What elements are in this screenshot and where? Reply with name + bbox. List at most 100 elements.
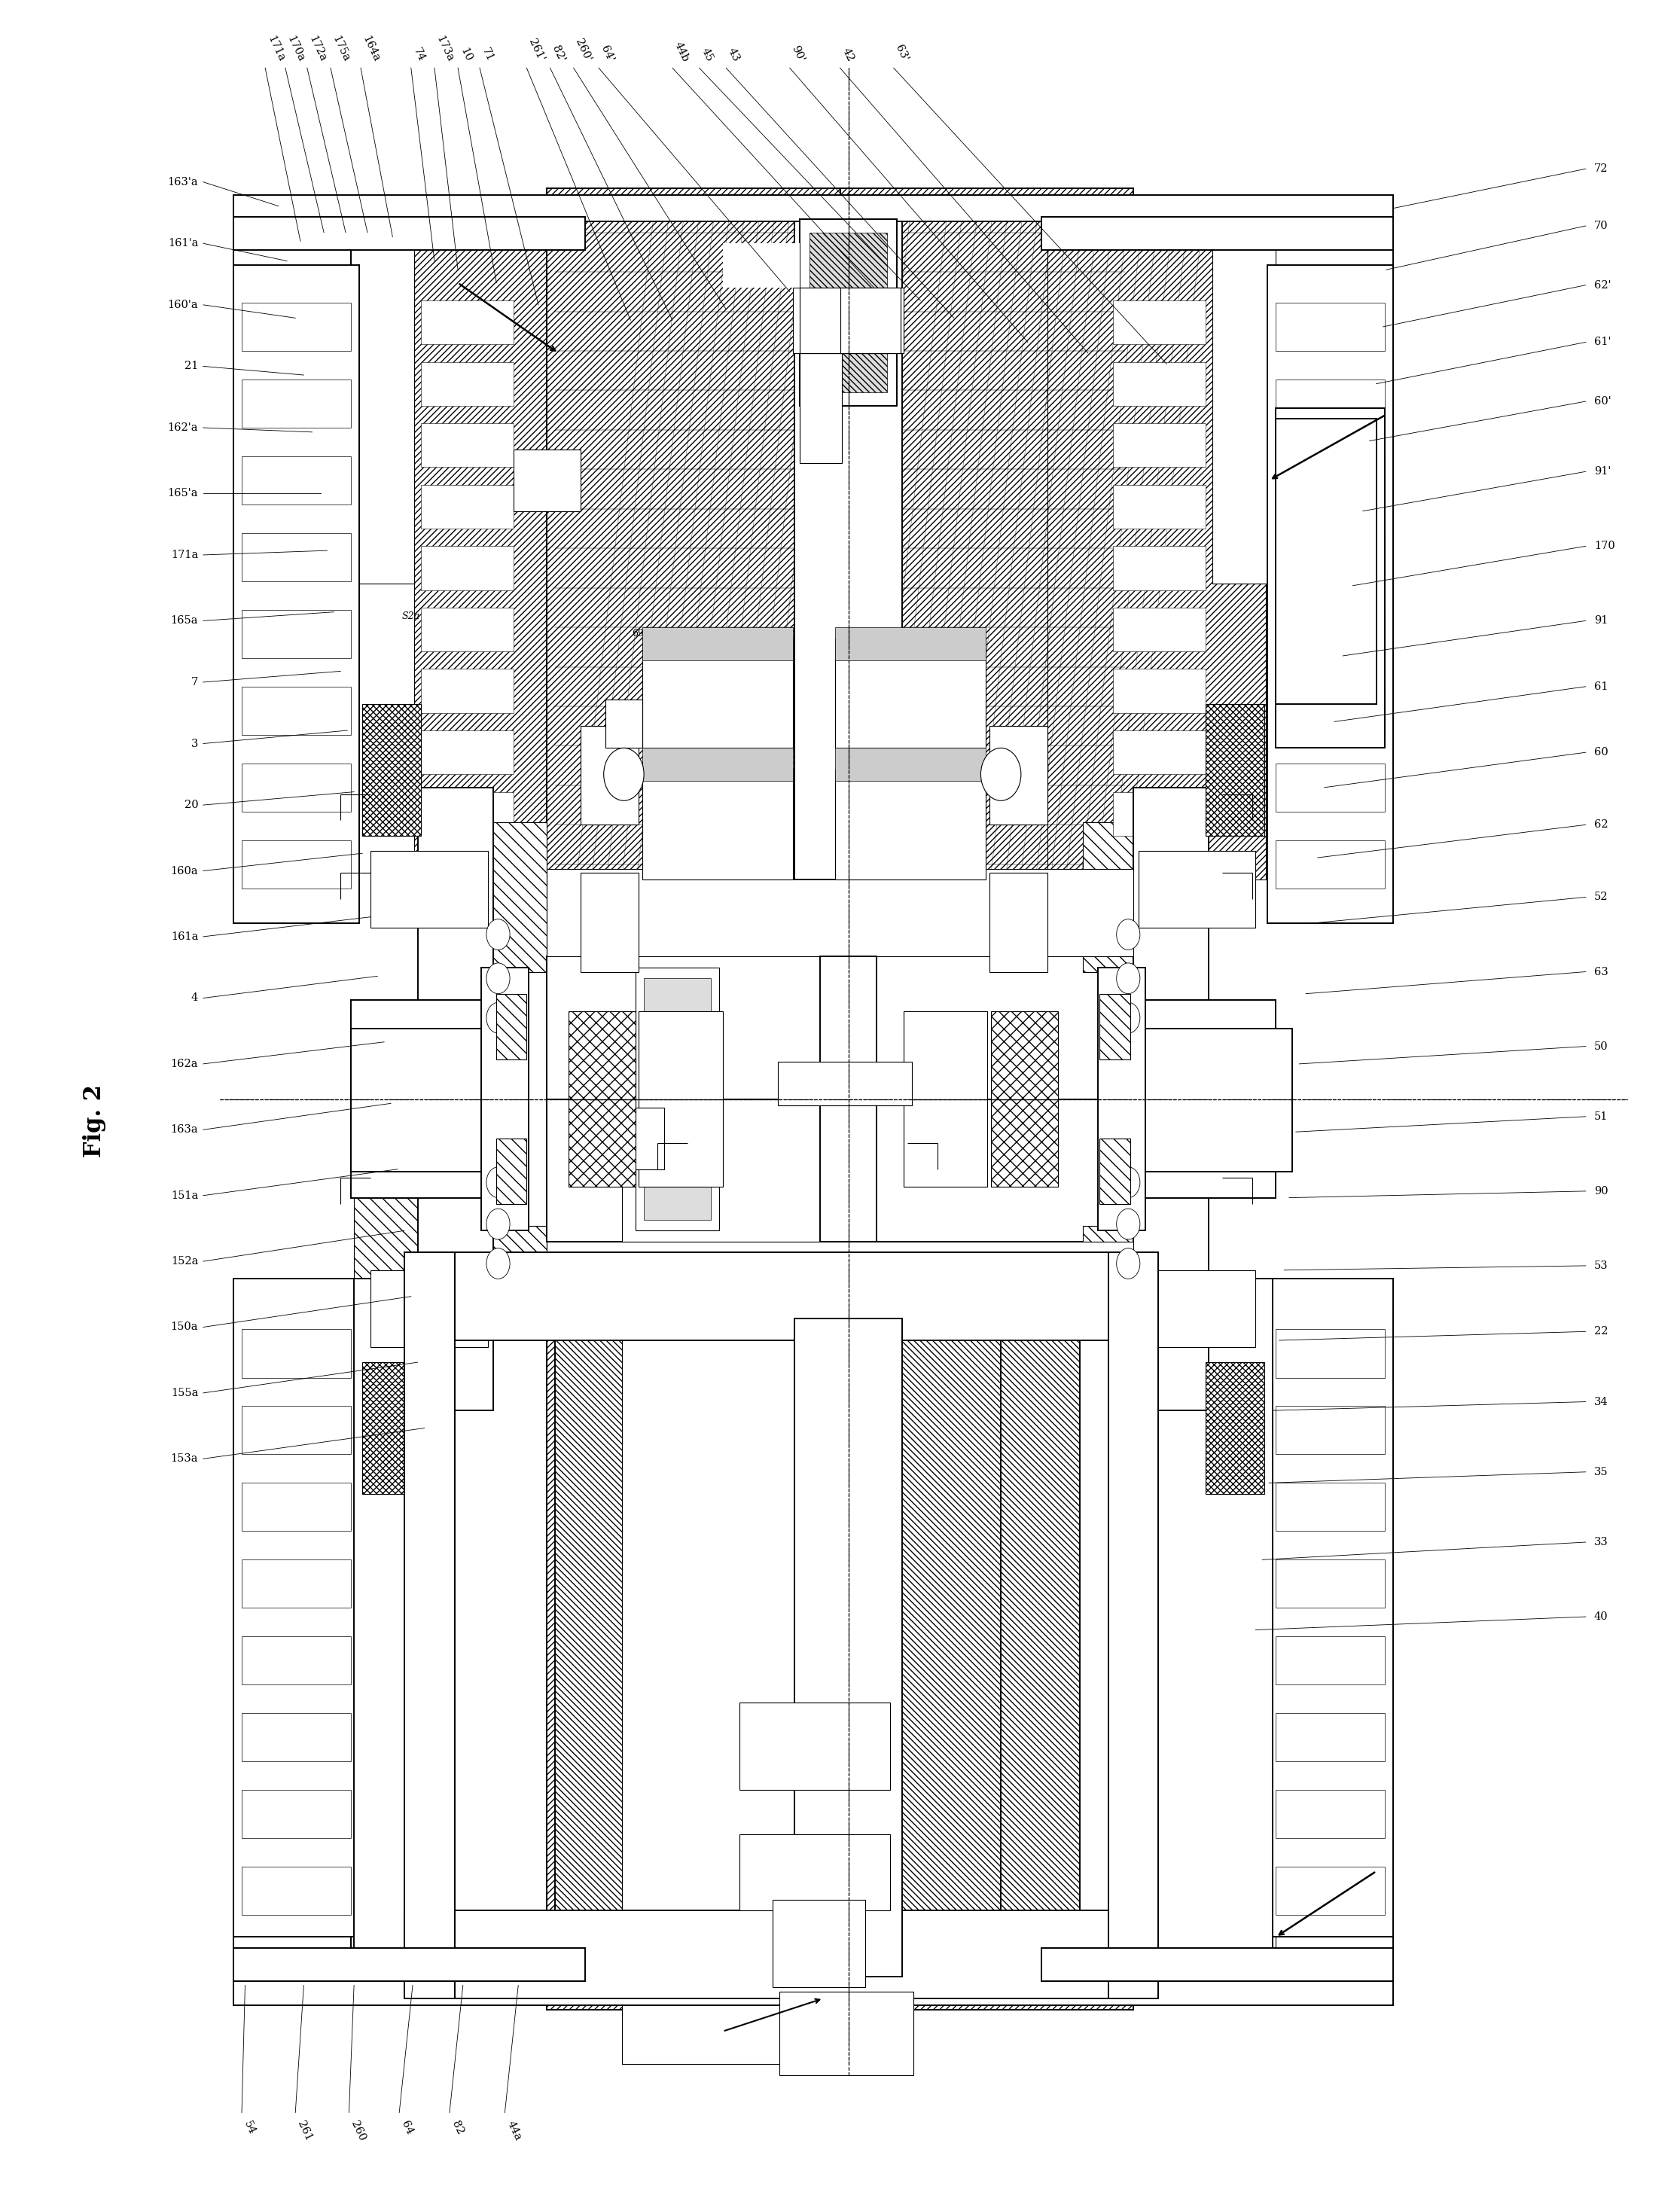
Bar: [1114, 730, 1205, 774]
Bar: [422, 1627, 512, 1670]
Bar: [234, 273, 351, 824]
Bar: [1114, 301, 1205, 345]
Bar: [1275, 409, 1384, 747]
Bar: [1114, 791, 1205, 835]
Text: 61': 61': [1594, 336, 1611, 347]
Text: 40: 40: [1594, 1611, 1608, 1622]
Text: 7: 7: [385, 802, 390, 811]
Bar: [354, 1136, 438, 1969]
Bar: [242, 840, 351, 888]
Text: 79: 79: [516, 479, 528, 490]
Bar: [242, 686, 351, 734]
Bar: [1080, 1279, 1272, 1980]
Bar: [1275, 1407, 1393, 1958]
Text: 7: 7: [1203, 802, 1208, 811]
Text: 83: 83: [714, 688, 726, 699]
Bar: [638, 1011, 722, 1099]
Text: 81: 81: [1233, 897, 1245, 906]
Text: 4: 4: [192, 993, 198, 1002]
Bar: [405, 1253, 455, 1998]
Bar: [773, 1899, 865, 1987]
Text: 82: 82: [450, 2119, 465, 2136]
Text: 161a: 161a: [171, 932, 198, 943]
Bar: [1001, 1154, 1149, 1998]
Text: 60: 60: [1594, 747, 1608, 758]
Bar: [1275, 380, 1384, 429]
Bar: [1114, 1503, 1205, 1547]
Text: 50: 50: [1594, 1042, 1608, 1051]
Text: 42: 42: [840, 46, 855, 64]
Circle shape: [487, 1248, 509, 1279]
Bar: [1114, 1442, 1205, 1486]
Text: $S_1$: $S_1$: [864, 314, 875, 325]
Bar: [835, 747, 986, 780]
Text: 260': 260': [573, 37, 593, 64]
Bar: [1205, 703, 1263, 835]
Bar: [422, 1503, 512, 1547]
Bar: [1267, 1279, 1393, 1936]
Bar: [605, 699, 642, 747]
Bar: [706, 1154, 853, 1998]
Bar: [840, 1099, 1134, 1242]
Text: 80: 80: [1324, 545, 1337, 556]
Bar: [795, 1319, 902, 1976]
Bar: [840, 189, 1134, 1077]
Bar: [638, 1099, 722, 1187]
Bar: [422, 668, 512, 712]
Bar: [1275, 1407, 1384, 1455]
Text: 64': 64': [598, 44, 615, 64]
Text: 10: 10: [459, 46, 474, 64]
Bar: [1126, 1000, 1275, 1099]
Text: 170a: 170a: [286, 35, 306, 64]
Bar: [242, 1638, 351, 1684]
Text: 84: 84: [816, 422, 830, 433]
Bar: [422, 486, 512, 528]
Bar: [242, 763, 351, 811]
Text: 53: 53: [1594, 1259, 1608, 1270]
Text: 69': 69': [632, 629, 647, 640]
Bar: [810, 233, 887, 393]
Text: 7: 7: [192, 677, 198, 688]
Bar: [1042, 1947, 1393, 1980]
Text: 63': 63': [894, 44, 911, 64]
Bar: [780, 1991, 914, 2075]
Text: Ror: Ror: [751, 259, 769, 270]
Bar: [1114, 486, 1205, 528]
Bar: [234, 218, 585, 251]
Text: 69: 69: [593, 791, 605, 800]
Bar: [422, 1565, 512, 1609]
Bar: [1275, 763, 1384, 811]
Bar: [643, 978, 711, 1220]
Text: 90': 90': [790, 44, 806, 64]
Text: 151a: 151a: [171, 1191, 198, 1200]
Bar: [242, 380, 351, 429]
Circle shape: [981, 747, 1021, 800]
Bar: [1211, 244, 1275, 582]
Text: 175a: 175a: [331, 35, 351, 64]
Bar: [546, 189, 840, 1077]
Bar: [1114, 1870, 1205, 1914]
Bar: [1275, 1866, 1384, 1914]
Bar: [234, 196, 1393, 222]
Bar: [415, 1319, 632, 1954]
Bar: [363, 703, 422, 835]
Bar: [739, 1833, 890, 1910]
Bar: [793, 288, 904, 354]
Bar: [568, 1011, 635, 1099]
Text: 33: 33: [1594, 1536, 1608, 1547]
Bar: [1042, 218, 1393, 251]
Text: S2a: S2a: [402, 611, 420, 622]
Bar: [1114, 363, 1205, 407]
Text: 160a: 160a: [171, 866, 198, 877]
Bar: [351, 244, 415, 582]
Bar: [1114, 1809, 1205, 1853]
Text: 64: 64: [400, 2119, 415, 2136]
Text: 152a: 152a: [171, 1255, 198, 1266]
Bar: [418, 787, 494, 1007]
Bar: [1275, 686, 1384, 734]
Bar: [1275, 457, 1384, 506]
Bar: [351, 1620, 415, 1958]
Text: 155a: 155a: [171, 1387, 198, 1398]
Bar: [422, 1442, 512, 1486]
Bar: [800, 288, 900, 354]
